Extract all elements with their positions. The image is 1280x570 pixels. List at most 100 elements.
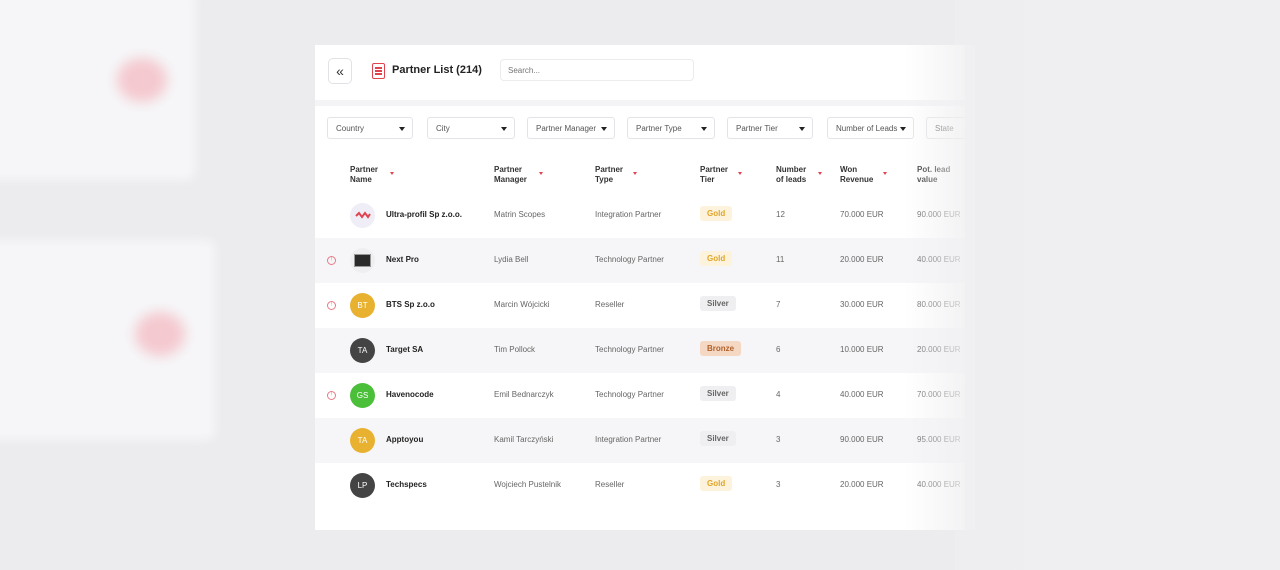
pot-lead-value: 95.000 EUR	[917, 435, 961, 444]
table-row[interactable]: ! GS Havenocode Emil Bednarczyk Technolo…	[315, 373, 965, 418]
won-revenue: 20.000 EUR	[840, 480, 884, 489]
number-of-leads: 11	[776, 255, 785, 264]
table-row[interactable]: ! Next Pro Lydia Bell Technology Partner…	[315, 238, 965, 283]
avatar: TA	[350, 428, 375, 453]
partner-type: Technology Partner	[595, 255, 664, 264]
chevron-down-icon	[399, 127, 405, 131]
filter-label: Partner Type	[636, 124, 682, 133]
avatar: BT	[350, 293, 375, 318]
filter-label: State	[935, 124, 954, 133]
tier-badge: Silver	[700, 386, 736, 401]
won-revenue: 10.000 EUR	[840, 345, 884, 354]
column-header-partner-name[interactable]: Partner Name	[350, 165, 394, 185]
filter-state[interactable]: State	[926, 117, 965, 139]
table-row[interactable]: Ultra-profil Sp z.o.o. Matrin Scopes Int…	[315, 193, 965, 238]
partner-type: Integration Partner	[595, 210, 662, 219]
column-header-partner-manager[interactable]: Partner Manager	[494, 165, 543, 185]
chevron-down-icon	[900, 127, 906, 131]
avatar: LP	[350, 473, 375, 498]
won-revenue: 20.000 EUR	[840, 255, 884, 264]
pot-lead-value: 80.000 EUR	[917, 300, 961, 309]
filter-label: Partner Tier	[736, 124, 778, 133]
pot-lead-value: 40.000 EUR	[917, 480, 961, 489]
partner-manager: Lydia Bell	[494, 255, 529, 264]
sort-icon	[738, 172, 742, 175]
chevron-down-icon	[601, 127, 607, 131]
sort-icon	[818, 172, 822, 175]
pot-lead-value: 70.000 EUR	[917, 390, 961, 399]
filter-city[interactable]: City	[427, 117, 515, 139]
filter-country[interactable]: Country	[327, 117, 413, 139]
partner-type: Integration Partner	[595, 435, 662, 444]
partner-name[interactable]: Next Pro	[386, 255, 419, 264]
warning-icon[interactable]: !	[327, 391, 336, 400]
partner-manager: Wojciech Pustelnik	[494, 480, 561, 489]
table-row[interactable]: TA Target SA Tim Pollock Technology Part…	[315, 328, 965, 373]
warning-icon[interactable]: !	[327, 256, 336, 265]
filter-number-of-leads[interactable]: Number of Leads	[827, 117, 914, 139]
avatar: TA	[350, 338, 375, 363]
number-of-leads: 12	[776, 210, 785, 219]
tier-badge: Gold	[700, 251, 733, 266]
column-header-won-revenue[interactable]: Won Revenue	[840, 165, 887, 185]
filter-partner-tier[interactable]: Partner Tier	[727, 117, 813, 139]
number-of-leads: 7	[776, 300, 781, 309]
sort-icon	[539, 172, 543, 175]
won-revenue: 40.000 EUR	[840, 390, 884, 399]
background-card-left-top	[0, 0, 195, 180]
pot-lead-value: 40.000 EUR	[917, 255, 961, 264]
filter-bar: Country City Partner Manager Partner Typ…	[327, 117, 965, 141]
table-row[interactable]: ! BT BTS Sp z.o.o Marcin Wójcicki Resell…	[315, 283, 965, 328]
column-header-number-of-leads[interactable]: Number of leads	[776, 165, 822, 185]
partner-type: Technology Partner	[595, 390, 664, 399]
won-revenue: 30.000 EUR	[840, 300, 884, 309]
won-revenue: 70.000 EUR	[840, 210, 884, 219]
partner-list-panel: « Partner List (214) Country City Partne…	[315, 45, 965, 530]
partner-name[interactable]: Techspecs	[386, 480, 427, 489]
panel-header: « Partner List (214)	[315, 45, 965, 106]
partner-type: Reseller	[595, 300, 625, 309]
number-of-leads: 3	[776, 480, 781, 489]
column-header-partner-type[interactable]: Partner Type	[595, 165, 637, 185]
partner-manager: Tim Pollock	[494, 345, 536, 354]
filter-partner-type[interactable]: Partner Type	[627, 117, 715, 139]
partner-manager: Marcin Wójcicki	[494, 300, 550, 309]
filter-label: Country	[336, 124, 365, 133]
sort-icon	[633, 172, 637, 175]
number-of-leads: 4	[776, 390, 781, 399]
partner-name[interactable]: BTS Sp z.o.o	[386, 300, 435, 309]
sort-icon	[883, 172, 887, 175]
background-right-fade	[955, 0, 1280, 570]
next-pro-logo-icon	[354, 254, 371, 267]
tier-badge: Bronze	[700, 341, 742, 356]
partner-manager: Kamil Tarczyński	[494, 435, 554, 444]
collapse-sidebar-button[interactable]: «	[328, 58, 352, 84]
column-header-pot-lead-value[interactable]: Pot. lead value	[917, 165, 951, 184]
tier-badge: Gold	[700, 476, 733, 491]
background-heart-icon	[117, 58, 167, 102]
chevron-down-icon	[501, 127, 507, 131]
partner-name[interactable]: Ultra-profil Sp z.o.o.	[386, 210, 462, 219]
list-icon	[372, 63, 385, 79]
warning-icon[interactable]: !	[327, 301, 336, 310]
won-revenue: 90.000 EUR	[840, 435, 884, 444]
pot-lead-value: 90.000 EUR	[917, 210, 961, 219]
partner-name[interactable]: Apptoyou	[386, 435, 424, 444]
chevron-down-icon	[701, 127, 707, 131]
number-of-leads: 6	[776, 345, 781, 354]
partner-logo	[350, 248, 375, 273]
search-input[interactable]	[500, 59, 694, 81]
pot-lead-value: 20.000 EUR	[917, 345, 961, 354]
partner-name[interactable]: Target SA	[386, 345, 424, 354]
partner-name[interactable]: Havenocode	[386, 390, 434, 399]
chevron-down-icon	[799, 127, 805, 131]
avatar: GS	[350, 383, 375, 408]
partner-type: Reseller	[595, 480, 625, 489]
wave-logo-icon	[354, 210, 371, 219]
column-header-partner-tier[interactable]: Partner Tier	[700, 165, 742, 185]
tier-badge: Gold	[700, 206, 733, 221]
table-row[interactable]: TA Apptoyou Kamil Tarczyński Integration…	[315, 418, 965, 463]
filter-partner-manager[interactable]: Partner Manager	[527, 117, 615, 139]
table-row[interactable]: LP Techspecs Wojciech Pustelnik Reseller…	[315, 463, 965, 508]
tier-badge: Silver	[700, 296, 736, 311]
